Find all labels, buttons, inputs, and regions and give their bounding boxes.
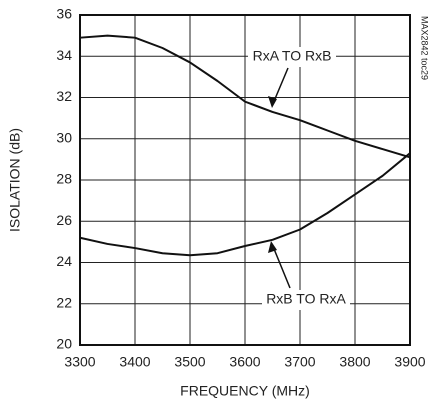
- x-tick-label: 3700: [284, 354, 315, 370]
- y-axis-label: ISOLATION (dB): [7, 128, 23, 232]
- arrowhead: [268, 241, 277, 253]
- x-tick-label: 3400: [119, 354, 150, 370]
- y-tick-label: 30: [56, 129, 72, 145]
- label-bg: [248, 47, 336, 67]
- x-tick-label: 3600: [229, 354, 260, 370]
- y-tick-label: 24: [56, 253, 72, 269]
- series-line: [79, 34, 411, 159]
- series-label: RxB TO RxA: [266, 291, 346, 307]
- x-axis-label: FREQUENCY (MHz): [180, 383, 310, 399]
- y-tick-label: 28: [56, 171, 72, 187]
- y-tick-label: 34: [56, 47, 72, 63]
- y-tick-label: 26: [56, 212, 72, 228]
- label-bg: [262, 290, 350, 310]
- y-tick-label: 22: [56, 294, 72, 310]
- series-label: RxA TO RxB: [253, 48, 332, 64]
- y-tick-label: 20: [56, 336, 72, 352]
- arrowhead: [268, 96, 277, 108]
- x-tick-label: 3900: [394, 354, 425, 370]
- x-tick-label: 3800: [339, 354, 370, 370]
- arrow: [271, 243, 291, 289]
- x-tick-label: 3500: [174, 354, 205, 370]
- y-tick-label: 36: [56, 6, 72, 22]
- x-tick-label: 3300: [64, 354, 95, 370]
- plot-frame: [79, 14, 411, 346]
- series-line: [79, 152, 411, 257]
- y-tick-label: 32: [56, 88, 72, 104]
- code-label: MAX2842 toc29: [420, 16, 430, 80]
